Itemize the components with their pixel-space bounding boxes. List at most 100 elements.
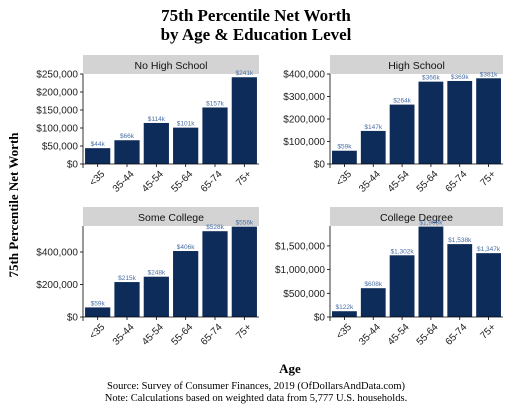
x-axis-label: Age <box>279 361 301 376</box>
x-tick-label: 55-64 <box>169 322 195 348</box>
bar-data-label: $608k <box>364 281 382 288</box>
bar-data-label: $369k <box>451 74 469 81</box>
x-tick-label: 65-74 <box>444 169 470 195</box>
bar <box>360 130 386 164</box>
bar-data-label: $1,347k <box>477 246 501 253</box>
y-tick-label: $0 <box>314 160 326 171</box>
facet-strip <box>330 55 503 74</box>
x-tick-label: 65-74 <box>444 322 470 348</box>
facet-high-school: High School $0 $100,000 $200,000 $300,000 $40… <box>283 55 503 195</box>
bar <box>447 244 473 317</box>
y-tick-label: $100,000 <box>36 124 78 135</box>
facet-strip <box>330 207 503 226</box>
y-tick-label: $300,000 <box>283 92 325 103</box>
y-tick-label: $1,500,000 <box>275 241 325 252</box>
facet-panels: No High School $0 $50,000 $100,000 $150,000 $… <box>36 55 503 348</box>
x-tick-label: 35-44 <box>357 169 383 195</box>
bar <box>360 288 386 317</box>
y-tick-label: $250,000 <box>36 70 78 81</box>
x-tick-label: 75+ <box>478 169 498 189</box>
bar <box>231 77 257 164</box>
bar <box>476 78 501 164</box>
facet-strip-label: College Degree <box>380 212 453 224</box>
bar <box>202 231 228 317</box>
x-tick-label: 65-74 <box>199 322 225 348</box>
bar-data-label: $114k <box>148 116 166 123</box>
facet-some-college: Some College $0 $200,000 $400,000 $59k <35 $21… <box>36 207 259 348</box>
bar-data-label: $59k <box>91 300 106 307</box>
facet-strip-label: Some College <box>138 212 204 224</box>
y-tick-label: $150,000 <box>36 106 78 117</box>
x-tick-label: 45-54 <box>140 322 166 348</box>
x-tick-label: 75+ <box>478 322 498 342</box>
bar <box>418 81 444 164</box>
chart-title-line1: 75th Percentile Net Worth <box>161 6 351 25</box>
source-note: Source: Survey of Consumer Finances, 201… <box>107 381 406 392</box>
x-tick-label: 35-44 <box>357 322 383 348</box>
y-tick-label: $200,000 <box>36 280 78 291</box>
bar <box>143 122 169 164</box>
facet-strip-label: High School <box>388 60 445 72</box>
x-tick-label: <35 <box>88 322 108 342</box>
bar-data-label: $1,908k <box>419 220 443 227</box>
x-tick-label: 75+ <box>234 322 254 342</box>
y-tick-label: $1,000,000 <box>275 265 325 276</box>
bar-data-label: $264k <box>393 98 411 105</box>
y-tick-label: $400,000 <box>36 248 78 259</box>
bar <box>231 226 257 317</box>
bar-data-label: $241k <box>235 70 253 77</box>
bar <box>114 282 140 317</box>
bar <box>332 311 357 317</box>
x-tick-label: 35-44 <box>111 169 137 195</box>
y-tick-label: $0 <box>314 313 326 324</box>
bar-data-label: $1,302k <box>391 248 415 255</box>
bar-data-label: $59k <box>337 144 352 151</box>
bar-data-label: $44k <box>91 141 106 148</box>
bar <box>202 107 228 164</box>
y-tick-label: $400,000 <box>283 70 325 81</box>
facet-college-degree: College Degree $0 $500,000 $1,000,000 $1,500… <box>275 207 503 348</box>
bar <box>173 127 199 164</box>
bar-data-label: $122k <box>336 304 354 311</box>
x-tick-label: 75+ <box>234 169 254 189</box>
facet-strip <box>83 207 259 226</box>
facet-strip-label: No High School <box>135 60 208 72</box>
bar-data-label: $1,538k <box>448 237 472 244</box>
bar <box>85 148 111 164</box>
bar-data-label: $101k <box>177 121 195 128</box>
x-tick-label: 35-44 <box>111 322 137 348</box>
x-tick-label: <35 <box>88 169 108 189</box>
bar <box>173 251 199 317</box>
x-tick-label: 45-54 <box>386 169 412 195</box>
bar <box>389 104 415 164</box>
x-tick-label: 55-64 <box>415 169 441 195</box>
bar <box>447 80 473 164</box>
calculation-note: Note: Calculations based on weighted dat… <box>105 393 407 404</box>
bar <box>389 255 415 317</box>
bar-data-label: $406k <box>177 244 195 251</box>
x-tick-label: 55-64 <box>169 169 195 195</box>
bar <box>332 150 357 164</box>
bar-data-label: $528k <box>206 224 224 231</box>
y-tick-label: $200,000 <box>283 115 325 126</box>
y-tick-label: $0 <box>67 313 79 324</box>
chart-title-line2: by Age & Education Level <box>161 25 352 44</box>
y-tick-label: $0 <box>67 160 79 171</box>
x-tick-label: 45-54 <box>386 322 412 348</box>
bar-data-label: $147k <box>364 124 382 131</box>
bar-data-label: $66k <box>120 133 135 140</box>
x-tick-label: 45-54 <box>140 169 166 195</box>
bar-data-label: $157k <box>206 100 224 107</box>
y-tick-label: $100,000 <box>283 137 325 148</box>
bar-data-label: $381k <box>480 71 498 78</box>
bar-data-label: $366k <box>422 75 440 82</box>
bar-data-label: $248k <box>147 270 165 277</box>
y-axis-label: 75th Percentile Net Worth <box>6 132 21 278</box>
bar-data-label: $556k <box>235 220 253 227</box>
x-tick-label: <35 <box>334 169 354 189</box>
bar <box>143 276 169 317</box>
x-tick-label: 55-64 <box>415 322 441 348</box>
x-tick-label: <35 <box>334 322 354 342</box>
y-tick-label: $50,000 <box>42 142 79 153</box>
